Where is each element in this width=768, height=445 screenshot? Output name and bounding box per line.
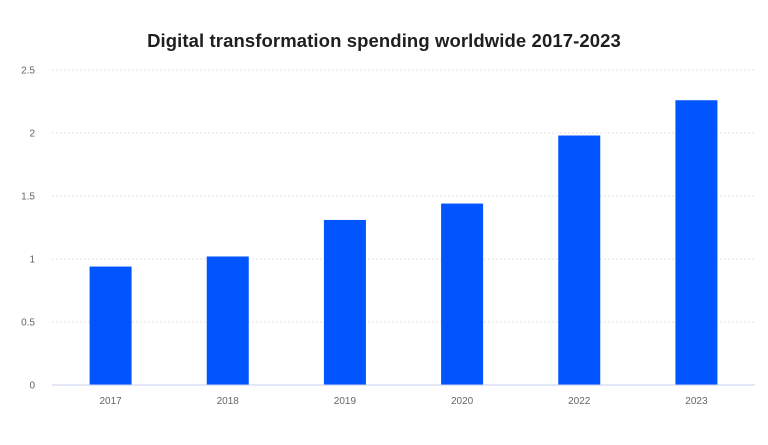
x-tick-label: 2022 xyxy=(568,396,591,407)
bar-2022[interactable] xyxy=(558,135,601,385)
y-tick-label: 1 xyxy=(29,255,35,266)
y-axis-ticks: 0 0.5 1 1.5 2 2.5 xyxy=(21,66,35,392)
x-axis-ticks: 2017 2018 2019 2020 2022 2023 xyxy=(99,396,708,407)
x-tick-label: 2020 xyxy=(451,396,474,407)
y-tick-label: 1.5 xyxy=(21,192,35,203)
bar-2020[interactable] xyxy=(441,203,484,385)
bars xyxy=(89,100,718,386)
x-tick-label: 2017 xyxy=(99,396,122,407)
y-tick-label: 0.5 xyxy=(21,318,35,329)
grid-lines xyxy=(52,69,755,323)
y-tick-label: 2.5 xyxy=(21,66,35,77)
y-tick-label: 0 xyxy=(29,381,35,392)
bar-2017[interactable] xyxy=(89,266,132,385)
x-tick-label: 2023 xyxy=(685,396,708,407)
y-tick-label: 2 xyxy=(29,129,35,140)
chart-title: Digital transformation spending worldwid… xyxy=(147,30,621,51)
x-tick-label: 2019 xyxy=(334,396,357,407)
bar-2018[interactable] xyxy=(206,256,249,385)
bar-2023[interactable] xyxy=(675,100,718,386)
x-tick-label: 2018 xyxy=(217,396,240,407)
bar-2019[interactable] xyxy=(323,219,366,385)
